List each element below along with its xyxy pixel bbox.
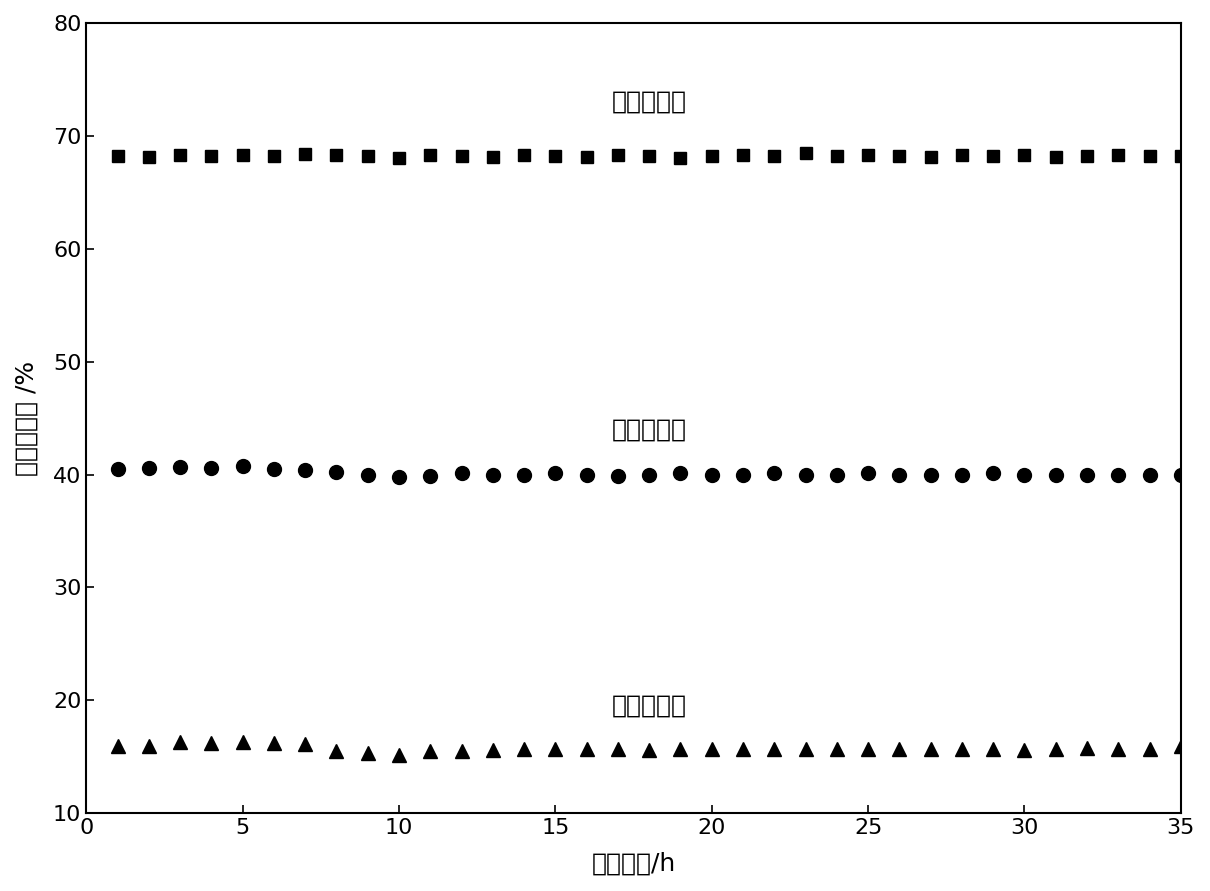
Y-axis label: 凝固浴浓度 /%: 凝固浴浓度 /% <box>15 361 39 476</box>
Text: 第一凝固浴: 第一凝固浴 <box>612 90 686 114</box>
Text: 第二凝固浴: 第二凝固浴 <box>612 417 686 441</box>
X-axis label: 纺丝时间/h: 纺丝时间/h <box>592 852 675 876</box>
Text: 第三凝固浴: 第三凝固浴 <box>612 694 686 718</box>
